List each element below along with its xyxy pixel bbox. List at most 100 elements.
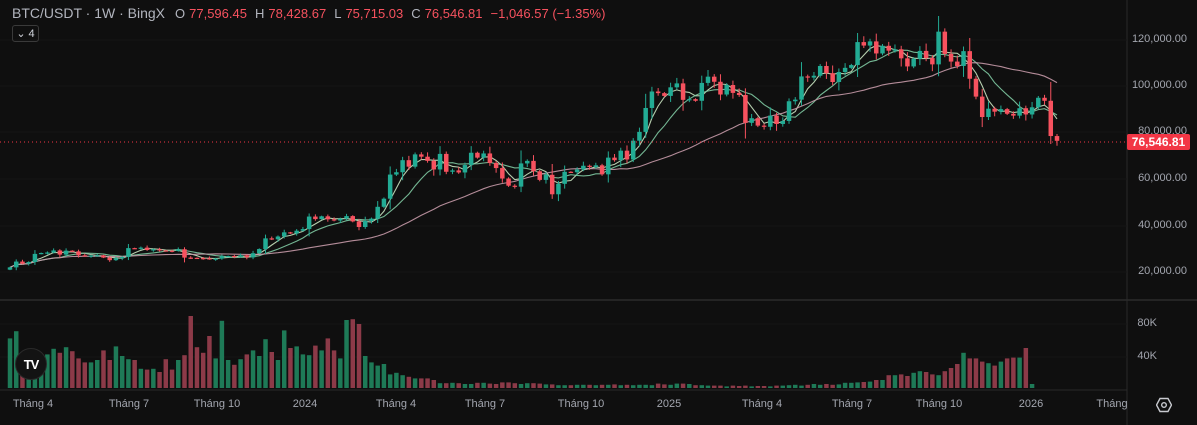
candle[interactable]	[63, 248, 69, 257]
volume-bar[interactable]	[724, 386, 729, 388]
candle[interactable]	[574, 167, 580, 176]
volume-bar[interactable]	[487, 383, 493, 388]
candle[interactable]	[76, 249, 81, 258]
candle[interactable]	[344, 213, 349, 221]
candle[interactable]	[444, 151, 449, 175]
candle[interactable]	[500, 162, 505, 183]
volume-bar[interactable]	[182, 355, 187, 388]
volume-bar[interactable]	[687, 384, 692, 388]
candle[interactable]	[961, 46, 966, 77]
volume-bar[interactable]	[718, 385, 723, 388]
candle[interactable]	[811, 71, 817, 81]
candle[interactable]	[1011, 111, 1016, 119]
tradingview-logo-icon[interactable]: TV	[15, 348, 47, 380]
candle[interactable]	[132, 247, 137, 250]
candle[interactable]	[400, 156, 405, 181]
volume-bar[interactable]	[898, 374, 904, 388]
volume-bar[interactable]	[525, 383, 530, 388]
candle[interactable]	[88, 254, 94, 258]
candle[interactable]	[973, 76, 979, 100]
candle[interactable]	[288, 231, 293, 234]
candle[interactable]	[587, 164, 592, 170]
candle[interactable]	[898, 45, 904, 67]
candle[interactable]	[481, 150, 486, 162]
volume-bar[interactable]	[38, 372, 44, 388]
candle[interactable]	[70, 250, 75, 252]
candle[interactable]	[824, 61, 829, 79]
candle[interactable]	[356, 218, 362, 231]
candle[interactable]	[537, 169, 542, 182]
candle[interactable]	[157, 247, 162, 252]
volume-bar[interactable]	[419, 378, 424, 388]
candle[interactable]	[101, 254, 106, 259]
volume-bar[interactable]	[325, 338, 331, 388]
candle[interactable]	[687, 96, 692, 103]
volume-bar[interactable]	[400, 375, 405, 388]
candle[interactable]	[768, 107, 773, 131]
volume-bar[interactable]	[581, 384, 586, 388]
indicators-toggle-button[interactable]: ⌄ 4	[12, 25, 39, 42]
candle[interactable]	[662, 92, 667, 98]
volume-bar[interactable]	[475, 382, 480, 388]
candle[interactable]	[736, 88, 742, 97]
candle[interactable]	[188, 256, 193, 259]
candle[interactable]	[543, 171, 549, 184]
candle[interactable]	[425, 152, 430, 163]
candle[interactable]	[979, 88, 985, 128]
candle[interactable]	[45, 251, 50, 255]
candle[interactable]	[842, 63, 848, 76]
volume-bar[interactable]	[468, 384, 474, 388]
candle[interactable]	[849, 63, 854, 70]
candle[interactable]	[263, 234, 268, 254]
volume-bar[interactable]	[986, 363, 991, 388]
volume-bar[interactable]	[119, 356, 125, 388]
volume-bar[interactable]	[537, 383, 542, 388]
candle[interactable]	[817, 64, 823, 78]
volume-bar[interactable]	[263, 339, 268, 388]
candle[interactable]	[674, 77, 680, 90]
candle[interactable]	[250, 250, 256, 260]
candle[interactable]	[450, 168, 455, 175]
candle[interactable]	[138, 246, 144, 250]
volume-bar[interactable]	[549, 384, 555, 388]
volume-bar[interactable]	[793, 384, 798, 388]
volume-bar[interactable]	[375, 365, 380, 388]
volume-bar[interactable]	[331, 350, 337, 388]
volume-bar[interactable]	[936, 375, 941, 388]
volume-bar[interactable]	[32, 374, 38, 388]
candle[interactable]	[705, 70, 711, 86]
volume-bar[interactable]	[138, 368, 144, 388]
volume-bar[interactable]	[412, 378, 418, 388]
volume-bar[interactable]	[874, 380, 879, 388]
candle[interactable]	[493, 160, 499, 173]
volume-bar[interactable]	[238, 359, 243, 388]
candle[interactable]	[630, 138, 636, 163]
candle[interactable]	[836, 68, 842, 91]
settings-gear-icon[interactable]	[1156, 397, 1172, 413]
candle[interactable]	[643, 93, 648, 138]
volume-bar[interactable]	[512, 383, 518, 388]
candle[interactable]	[905, 52, 910, 72]
volume-bar[interactable]	[107, 360, 112, 388]
candle[interactable]	[793, 97, 798, 105]
candle[interactable]	[936, 16, 941, 77]
volume-bar[interactable]	[867, 381, 873, 388]
volume-bar[interactable]	[774, 385, 779, 388]
candle[interactable]	[468, 146, 474, 171]
volume-bar[interactable]	[63, 347, 69, 388]
candle[interactable]	[207, 256, 212, 260]
candle[interactable]	[1017, 101, 1022, 119]
candle[interactable]	[369, 217, 374, 224]
candle[interactable]	[718, 74, 723, 101]
candle[interactable]	[892, 44, 898, 53]
volume-bar[interactable]	[531, 383, 536, 388]
candle[interactable]	[244, 254, 250, 260]
candle[interactable]	[57, 249, 63, 258]
volume-bar[interactable]	[281, 330, 287, 388]
candle[interactable]	[830, 65, 835, 86]
volume-bar[interactable]	[593, 385, 599, 388]
volume-bar[interactable]	[836, 384, 842, 388]
volume-bar[interactable]	[362, 356, 368, 388]
volume-bar[interactable]	[948, 368, 954, 388]
volume-bar[interactable]	[886, 375, 891, 388]
